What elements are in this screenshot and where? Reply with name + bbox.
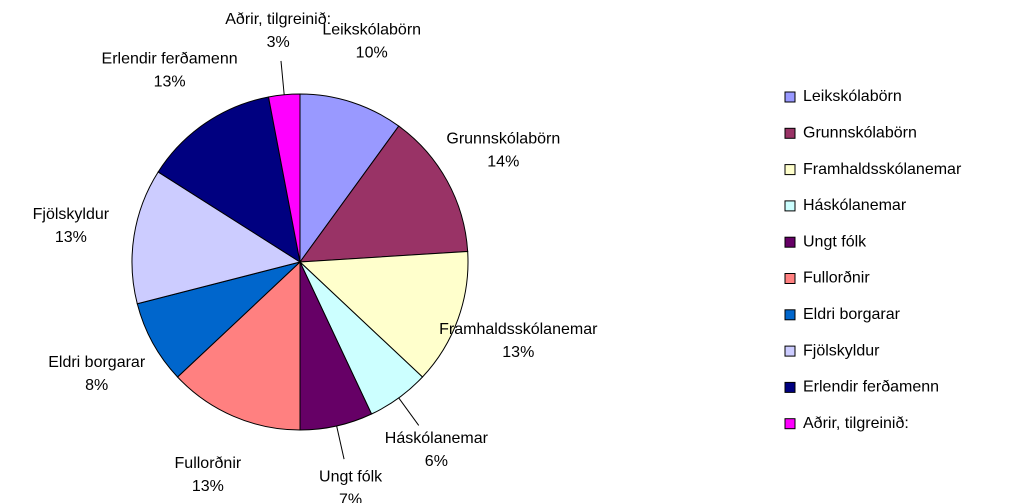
slice-value-label: 6% xyxy=(425,453,448,470)
legend-swatch xyxy=(784,345,796,357)
leader-line xyxy=(398,397,420,426)
slice-value-label: 13% xyxy=(55,229,87,246)
pie-slice xyxy=(131,171,302,305)
legend-label: Framhaldsskólanemar xyxy=(803,161,962,178)
legend-label: Fjölskyldur xyxy=(803,342,880,359)
slice-label: Fullorðnir xyxy=(175,455,242,472)
legend-swatch xyxy=(784,273,796,284)
legend-label: Ungt fólk xyxy=(803,233,867,250)
leader-line xyxy=(336,425,345,460)
legend-label: Erlendir ferðamenn xyxy=(803,379,939,396)
legend-label: Fullorðnir xyxy=(803,270,870,287)
pie-slice xyxy=(298,250,469,378)
legend-swatch xyxy=(784,127,796,139)
slice-label: Aðrir, tilgreinið: xyxy=(225,11,331,28)
slice-value-label: 14% xyxy=(487,153,519,170)
slice-value-label: 3% xyxy=(267,34,290,51)
legend-label: Eldri borgarar xyxy=(803,306,901,323)
slice-label: Eldri borgarar xyxy=(48,354,146,371)
slice-label: Grunnskólabörn xyxy=(446,130,560,147)
pie-slice xyxy=(176,260,301,431)
slice-label: Háskólanemar xyxy=(385,430,489,447)
legend-swatch xyxy=(784,200,796,212)
pie-slice xyxy=(157,96,301,264)
legend-label: Aðrir, tilgreinið: xyxy=(803,415,909,432)
legend-label: Háskólanemar xyxy=(803,197,907,214)
legend-swatch xyxy=(784,418,796,430)
legend-swatch xyxy=(784,309,796,321)
slice-label: Leikskólabörn xyxy=(322,22,421,39)
legend-label: Leikskólabörn xyxy=(803,88,902,105)
legend-swatch xyxy=(784,91,796,103)
slice-label: Erlendir ferðamenn xyxy=(102,50,238,67)
slice-label: Ungt fólk xyxy=(319,469,383,486)
leader-line xyxy=(280,60,285,95)
slice-value-label: 7% xyxy=(339,492,362,503)
slice-value-label: 13% xyxy=(154,73,186,90)
slice-label: Fjölskyldur xyxy=(33,206,110,223)
legend-swatch xyxy=(784,236,796,248)
pie-slice xyxy=(298,125,469,263)
slice-value-label: 13% xyxy=(502,344,534,361)
slice-value-label: 13% xyxy=(192,478,224,495)
legend-label: Grunnskólabörn xyxy=(803,125,917,142)
slice-value-label: 10% xyxy=(356,45,388,62)
legend-swatch xyxy=(784,381,796,393)
slice-value-label: 8% xyxy=(85,377,108,394)
legend-swatch xyxy=(784,164,796,176)
slice-label: Framhaldsskólanemar xyxy=(439,321,598,338)
pie-slice xyxy=(299,93,400,264)
